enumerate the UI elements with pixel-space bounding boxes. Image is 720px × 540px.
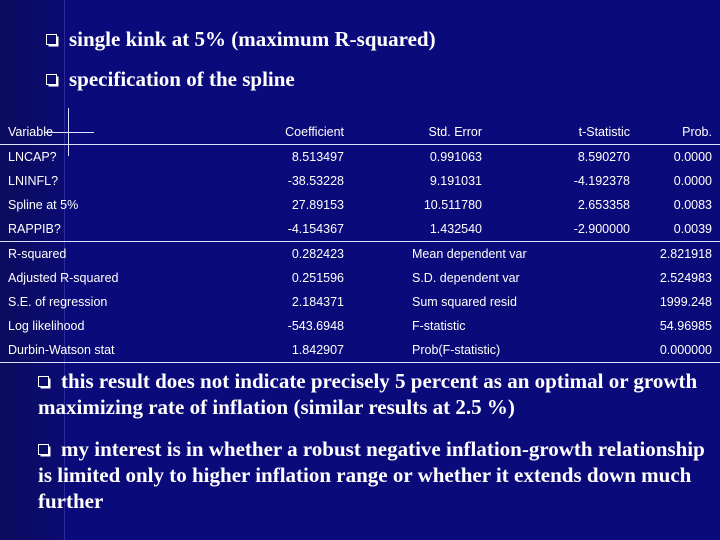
background-divider (64, 0, 65, 540)
cell-variable: LNCAP? (8, 150, 57, 164)
cell-variable: LNINFL? (8, 174, 59, 188)
cell-t-statistic: -2.900000 (573, 222, 630, 236)
bullet-single-kink: single kink at 5% (maximum R-squared) (46, 26, 436, 52)
cell-prob: 0.0000 (673, 174, 712, 188)
stat-label: S.D. dependent var (412, 271, 520, 285)
bullet-text: single kink at 5% (maximum R-squared) (69, 27, 436, 51)
cell-std-error: 10.511780 (423, 198, 482, 212)
checkbox-bullet-icon (38, 376, 49, 387)
header-t-statistic: t-Statistic (578, 125, 630, 139)
stat-value: -543.6948 (287, 319, 344, 333)
stats-row: Durbin-Watson stat 1.842907 Prob(F-stati… (0, 338, 720, 363)
stats-row: S.E. of regression 2.184371 Sum squared … (0, 290, 720, 314)
cell-coefficient: -38.53228 (287, 174, 344, 188)
cell-std-error: 9.191031 (429, 174, 482, 188)
bullet-text: this result does not indicate precisely … (38, 369, 698, 419)
cell-coefficient: 8.513497 (291, 150, 344, 164)
stat-value: 2.184371 (291, 295, 344, 309)
stat-label: Mean dependent var (412, 247, 527, 261)
table-row: LNCAP? 8.513497 0.991063 8.590270 0.0000 (0, 145, 720, 170)
bullet-text: my interest is in whether a robust negat… (38, 437, 705, 513)
stat-value: 0.282423 (291, 247, 344, 261)
checkbox-bullet-icon (38, 444, 49, 455)
stats-row: Log likelihood -543.6948 F-statistic 54.… (0, 314, 720, 338)
stat-value: 0.251596 (291, 271, 344, 285)
cell-variable: Spline at 5% (8, 198, 79, 212)
bullet-interest-note: my interest is in whether a robust negat… (38, 436, 713, 514)
stat-label: Durbin-Watson stat (8, 343, 115, 357)
checkbox-bullet-icon (46, 34, 57, 45)
stat-label: Sum squared resid (412, 295, 517, 309)
stat-value: 54.96985 (659, 319, 712, 333)
cell-prob: 0.0000 (673, 150, 712, 164)
header-std-error: Std. Error (428, 125, 483, 139)
cell-t-statistic: -4.192378 (573, 174, 630, 188)
table-row: RAPPIB? -4.154367 1.432540 -2.900000 0.0… (0, 217, 720, 242)
stat-label: R-squared (8, 247, 67, 261)
stat-label: Log likelihood (8, 319, 85, 333)
stat-label: S.E. of regression (8, 295, 108, 309)
cell-t-statistic: 2.653358 (577, 198, 630, 212)
cell-std-error: 1.432540 (429, 222, 482, 236)
cell-coefficient: -4.154367 (287, 222, 344, 236)
bullet-text: specification of the spline (69, 67, 295, 91)
stat-value: 1999.248 (659, 295, 712, 309)
cell-std-error: 0.991063 (429, 150, 482, 164)
table-row: LNINFL? -38.53228 9.191031 -4.192378 0.0… (0, 169, 720, 193)
stat-value: 1.842907 (291, 343, 344, 357)
checkbox-bullet-icon (46, 74, 57, 85)
bullet-spline-specification: specification of the spline (46, 66, 295, 92)
stat-value: 2.524983 (659, 271, 712, 285)
cell-t-statistic: 8.590270 (577, 150, 630, 164)
cell-prob: 0.0083 (673, 198, 712, 212)
cell-coefficient: 27.89153 (291, 198, 344, 212)
stats-row: R-squared 0.282423 Mean dependent var 2.… (0, 242, 720, 267)
stat-value: 2.821918 (659, 247, 712, 261)
header-variable: Variable (8, 125, 53, 139)
stat-label: F-statistic (412, 319, 466, 333)
table-header-row: Variable Coefficient Std. Error t-Statis… (0, 120, 720, 145)
stat-label: Prob(F-statistic) (412, 343, 501, 357)
header-prob: Prob. (682, 125, 712, 139)
table-row: Spline at 5% 27.89153 10.511780 2.653358… (0, 193, 720, 217)
header-coefficient: Coefficient (285, 125, 344, 139)
cell-variable: RAPPIB? (8, 222, 61, 236)
crosshair-horizontal-line (44, 132, 94, 133)
regression-output-table: Variable Coefficient Std. Error t-Statis… (0, 120, 720, 363)
background-strip (0, 0, 64, 540)
stats-row: Adjusted R-squared 0.251596 S.D. depende… (0, 266, 720, 290)
stat-label: Adjusted R-squared (8, 271, 119, 285)
stat-value: 0.000000 (659, 343, 712, 357)
bullet-result-note: this result does not indicate precisely … (38, 368, 708, 420)
cell-prob: 0.0039 (673, 222, 712, 236)
